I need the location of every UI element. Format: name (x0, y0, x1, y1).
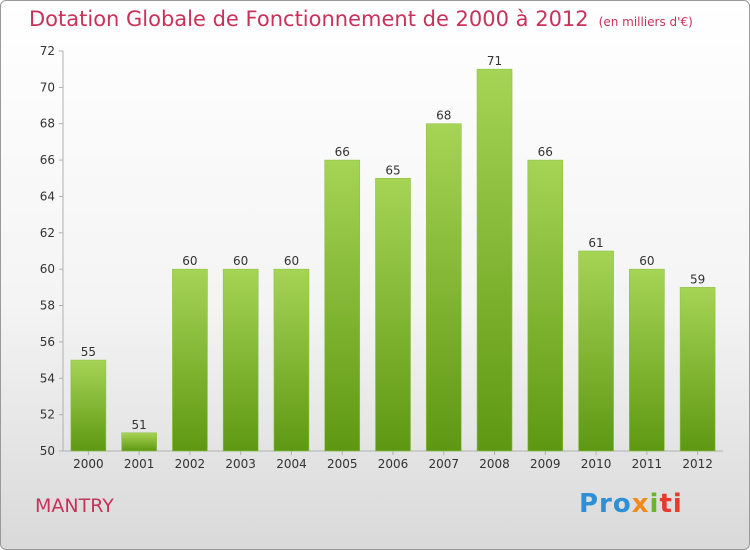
y-tick-label: 70 (40, 80, 55, 94)
x-tick-label: 2003 (225, 457, 256, 471)
data-label: 60 (182, 254, 197, 268)
x-tick-label: 2007 (428, 457, 459, 471)
data-label: 61 (588, 236, 603, 250)
y-tick-label: 66 (40, 153, 55, 167)
data-label: 60 (233, 254, 248, 268)
x-tick-label: 2006 (378, 457, 409, 471)
bar-2004 (273, 268, 310, 452)
bar-2007 (425, 123, 462, 452)
bar-2003 (222, 268, 259, 452)
y-tick-label: 54 (40, 371, 55, 385)
y-tick-label: 68 (40, 117, 55, 131)
x-tick-label: 2012 (682, 457, 713, 471)
y-tick-label: 72 (40, 44, 55, 58)
x-tick-label: 2004 (276, 457, 307, 471)
bar-2006 (375, 177, 411, 452)
x-tick-label: 2001 (124, 457, 155, 471)
x-tick-label: 2009 (530, 457, 561, 471)
chart-title: Dotation Globale de Fonctionnement de 20… (29, 7, 693, 31)
data-label: 71 (487, 54, 502, 68)
bar-2002 (172, 268, 208, 452)
data-label: 59 (690, 272, 705, 286)
x-tick-label: 2011 (632, 457, 663, 471)
y-tick-label: 62 (40, 226, 55, 240)
data-label: 68 (436, 109, 451, 123)
chart-title-text: Dotation Globale de Fonctionnement de 20… (29, 7, 589, 31)
proxiti-logo: Proxiti (579, 489, 683, 519)
data-label: 60 (639, 254, 654, 268)
data-label: 65 (385, 163, 400, 177)
bar-2012 (679, 287, 716, 452)
x-tick-label: 2002 (175, 457, 206, 471)
x-tick-label: 2000 (73, 457, 104, 471)
bar-2008 (476, 68, 513, 452)
bar-2010 (578, 250, 614, 452)
y-tick-label: 60 (40, 262, 55, 276)
commune-name: MANTRY (35, 495, 114, 517)
data-label: 55 (81, 345, 96, 359)
x-tick-label: 2008 (479, 457, 510, 471)
y-tick-label: 52 (40, 408, 55, 422)
data-label: 66 (335, 145, 350, 159)
x-tick-label: 2005 (327, 457, 358, 471)
data-label: 51 (132, 418, 147, 432)
y-tick-label: 50 (40, 444, 55, 458)
data-label: 66 (538, 145, 553, 159)
y-tick-label: 64 (40, 189, 55, 203)
chart-unit: (en milliers d'€) (598, 15, 693, 29)
bar-2005 (324, 159, 361, 452)
x-tick-label: 2010 (581, 457, 612, 471)
y-tick-label: 58 (40, 299, 55, 313)
bar-2011 (629, 268, 665, 452)
data-label: 60 (284, 254, 299, 268)
bar-2009 (527, 159, 564, 452)
y-tick-label: 56 (40, 335, 55, 349)
bar-2001 (121, 432, 157, 452)
bar-2000 (70, 359, 107, 452)
